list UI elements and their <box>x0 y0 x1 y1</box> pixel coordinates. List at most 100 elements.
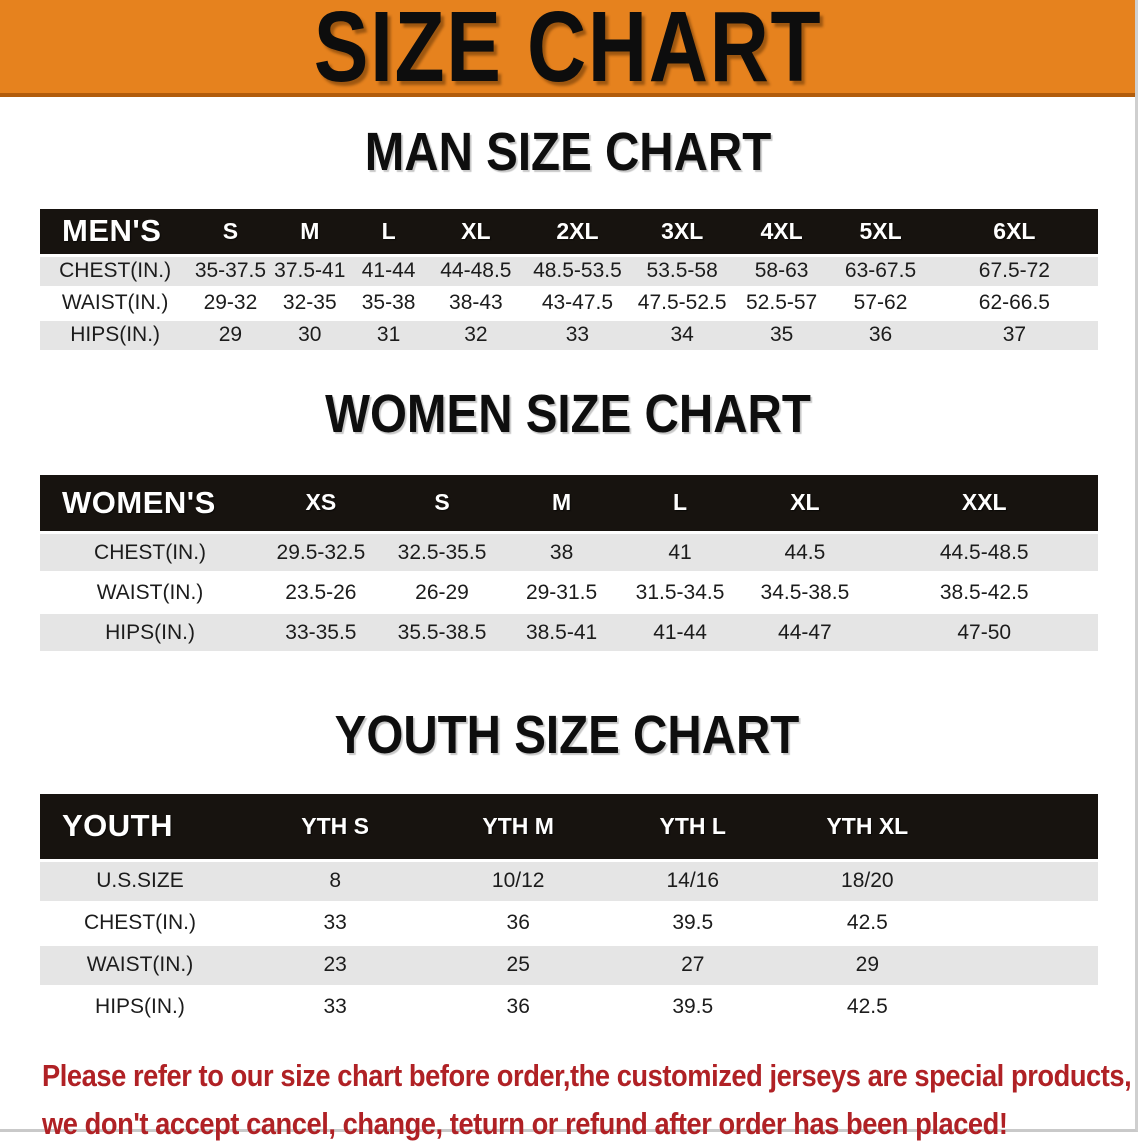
women-header-row: WOMEN'S XS S M L XL XXL <box>40 474 1098 534</box>
value-cell: 47.5-52.5 <box>631 287 733 321</box>
row-label: WAIST(IN.) <box>40 944 240 988</box>
size-header-cell: XS <box>260 474 382 534</box>
value-cell: 41-44 <box>620 612 740 654</box>
value-cell: 23 <box>239 944 431 988</box>
size-header-cell: YTH XL <box>779 794 956 862</box>
value-cell: 44-47 <box>739 612 871 654</box>
value-cell: 37 <box>930 319 1098 353</box>
size-header-cell: S <box>190 209 271 257</box>
table-row: CHEST(IN.) 29.5-32.5 32.5-35.5 38 41 44.5 44.5… <box>40 532 1098 574</box>
value-cell: 43-47.5 <box>523 287 632 321</box>
value-cell: 32-35 <box>270 287 349 321</box>
men-section-title-text: MAN SIZE CHART <box>364 122 771 182</box>
page-title: SIZE CHART <box>313 0 822 103</box>
women-corner-label: WOMEN'S <box>40 474 261 534</box>
value-cell: 29.5-32.5 <box>260 532 382 574</box>
value-cell: 23.5-26 <box>260 572 382 614</box>
youth-header-row: YOUTH YTH S YTH M YTH L YTH XL <box>40 794 1098 862</box>
size-header-cell: YTH L <box>606 794 780 862</box>
youth-corner-label: YOUTH <box>40 794 240 862</box>
value-cell: 41-44 <box>348 255 429 289</box>
value-cell: 8 <box>239 860 431 904</box>
size-header-cell: YTH S <box>239 794 431 862</box>
value-cell: 34 <box>631 319 733 353</box>
men-section: MAN SIZE CHART MEN'S S M L XL 2XL 3XL 4XL 5XL 6XL… <box>0 125 1135 353</box>
spacer-cell <box>955 944 1098 988</box>
women-section-title: WOMEN SIZE CHART <box>0 387 1135 455</box>
table-row: CHEST(IN.) 35-37.5 37.5-41 41-44 44-48.5 48.5… <box>40 255 1098 289</box>
size-header-cell: YTH M <box>430 794 607 862</box>
value-cell: 62-66.5 <box>930 287 1098 321</box>
disclaimer: Please refer to our size chart before or… <box>42 1052 1135 1148</box>
row-label: CHEST(IN.) <box>40 255 191 289</box>
disclaimer-line-1: Please refer to our size chart before or… <box>42 1057 1132 1093</box>
value-cell: 48.5-53.5 <box>523 255 632 289</box>
value-cell: 53.5-58 <box>631 255 733 289</box>
row-label: HIPS(IN.) <box>40 612 261 654</box>
size-header-cell: 6XL <box>930 209 1098 257</box>
value-cell: 35-37.5 <box>190 255 271 289</box>
value-cell: 34.5-38.5 <box>739 572 871 614</box>
value-cell: 33 <box>239 902 431 946</box>
value-cell: 18/20 <box>779 860 956 904</box>
spacer-cell <box>955 902 1098 946</box>
value-cell: 29 <box>190 319 271 353</box>
value-cell: 41 <box>620 532 740 574</box>
value-cell: 33 <box>239 986 431 1030</box>
row-label: HIPS(IN.) <box>40 319 191 353</box>
men-section-title: MAN SIZE CHART <box>0 125 1135 193</box>
banner: SIZE CHART <box>0 0 1135 97</box>
size-header-cell: 2XL <box>523 209 632 257</box>
youth-size-table: YOUTH YTH S YTH M YTH L YTH XL U.S.SIZE 8 10/12… <box>40 794 1098 1030</box>
value-cell: 10/12 <box>430 860 607 904</box>
value-cell: 37.5-41 <box>270 255 349 289</box>
value-cell: 36 <box>430 986 607 1030</box>
size-header-cell: XXL <box>870 474 1098 534</box>
table-row: WAIST(IN.) 29-32 32-35 35-38 38-43 43-47.5 47.… <box>40 287 1098 321</box>
row-label: CHEST(IN.) <box>40 532 261 574</box>
value-cell: 58-63 <box>732 255 831 289</box>
value-cell: 29-32 <box>190 287 271 321</box>
size-header-cell: M <box>502 474 621 534</box>
value-cell: 32.5-35.5 <box>381 532 503 574</box>
row-label: CHEST(IN.) <box>40 902 240 946</box>
value-cell: 47-50 <box>870 612 1098 654</box>
value-cell: 36 <box>830 319 931 353</box>
value-cell: 42.5 <box>779 902 956 946</box>
spacer-cell <box>955 986 1098 1030</box>
value-cell: 31 <box>348 319 429 353</box>
value-cell: 29-31.5 <box>502 572 621 614</box>
size-header-cell: L <box>620 474 740 534</box>
value-cell: 38 <box>502 532 621 574</box>
value-cell: 35.5-38.5 <box>381 612 503 654</box>
value-cell: 44.5 <box>739 532 871 574</box>
table-row: HIPS(IN.) 33 36 39.5 42.5 <box>40 986 1098 1030</box>
value-cell: 35-38 <box>348 287 429 321</box>
women-size-table: WOMEN'S XS S M L XL XXL CHEST(IN.) 29.5-32.5 32.5… <box>40 474 1098 654</box>
row-label: HIPS(IN.) <box>40 986 240 1030</box>
size-header-cell: XL <box>739 474 871 534</box>
men-size-table: MEN'S S M L XL 2XL 3XL 4XL 5XL 6XL CHEST(IN.) 35-37… <box>40 209 1098 353</box>
table-row: HIPS(IN.) 33-35.5 35.5-38.5 38.5-41 41-44 44-… <box>40 612 1098 654</box>
value-cell: 38.5-42.5 <box>870 572 1098 614</box>
value-cell: 26-29 <box>381 572 503 614</box>
row-label: WAIST(IN.) <box>40 287 191 321</box>
size-header-cell: M <box>270 209 349 257</box>
table-row: HIPS(IN.) 29 30 31 32 33 34 35 36 37 <box>40 319 1098 353</box>
value-cell: 44.5-48.5 <box>870 532 1098 574</box>
value-cell: 39.5 <box>606 986 780 1030</box>
row-label: U.S.SIZE <box>40 860 240 904</box>
table-row: CHEST(IN.) 33 36 39.5 42.5 <box>40 902 1098 946</box>
value-cell: 31.5-34.5 <box>620 572 740 614</box>
value-cell: 14/16 <box>606 860 780 904</box>
table-row: WAIST(IN.) 23 25 27 29 <box>40 944 1098 988</box>
table-row: U.S.SIZE 8 10/12 14/16 18/20 <box>40 860 1098 904</box>
value-cell: 25 <box>430 944 607 988</box>
men-corner-label: MEN'S <box>40 209 191 257</box>
value-cell: 38-43 <box>428 287 524 321</box>
value-cell: 44-48.5 <box>428 255 524 289</box>
women-section-title-text: WOMEN SIZE CHART <box>324 383 811 444</box>
spacer-cell <box>955 860 1098 904</box>
value-cell: 52.5-57 <box>732 287 831 321</box>
row-label: WAIST(IN.) <box>40 572 261 614</box>
